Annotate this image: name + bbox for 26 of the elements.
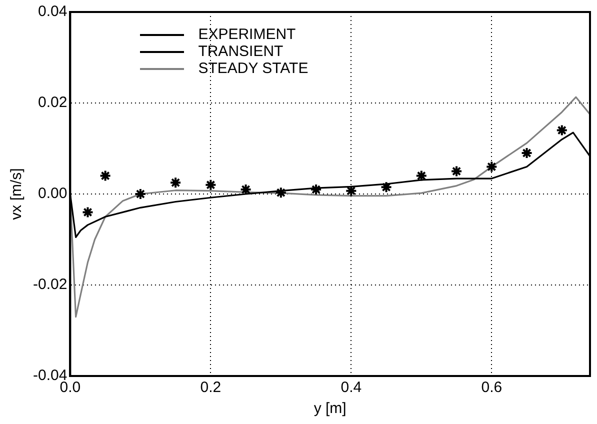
legend-label: TRANSIENT — [198, 43, 284, 60]
point — [82, 206, 94, 218]
x-tick-label: 0.6 — [481, 379, 502, 396]
x-axis-title: y [m] — [314, 400, 346, 418]
y-tick-label: 0.00 — [38, 185, 68, 202]
legend-label: EXPERIMENT — [198, 26, 296, 43]
point — [310, 183, 322, 196]
point — [415, 170, 428, 182]
point — [380, 181, 392, 194]
point — [450, 165, 463, 178]
x-tick-label: 0.4 — [340, 379, 362, 396]
point — [274, 186, 287, 199]
legend-label: STEADY STATE — [198, 60, 308, 77]
y-axis-title: vx [m/s] — [8, 168, 26, 220]
point — [170, 176, 182, 189]
point — [134, 188, 146, 200]
point — [99, 170, 112, 182]
point — [556, 124, 568, 136]
point — [520, 147, 533, 160]
y-tick-label: -0.02 — [32, 276, 68, 294]
y-tick-label: 0.04 — [38, 3, 68, 20]
point — [204, 178, 217, 191]
x-tick-label: 0.2 — [200, 379, 222, 396]
y-tick-label: 0.02 — [38, 94, 68, 112]
point — [486, 160, 498, 173]
point — [345, 184, 358, 197]
